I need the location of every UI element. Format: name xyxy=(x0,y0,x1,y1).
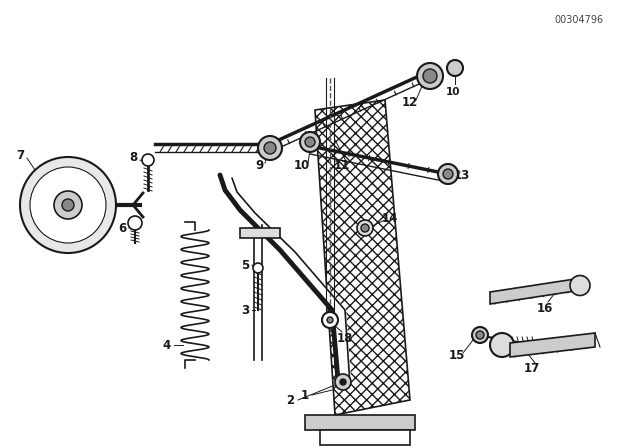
Circle shape xyxy=(142,154,154,166)
Polygon shape xyxy=(315,100,410,415)
Text: 5: 5 xyxy=(241,258,249,271)
Text: 7: 7 xyxy=(16,148,24,161)
Circle shape xyxy=(305,137,315,147)
Circle shape xyxy=(423,69,437,83)
Circle shape xyxy=(300,132,320,152)
Circle shape xyxy=(570,276,590,296)
Text: 13: 13 xyxy=(454,168,470,181)
Circle shape xyxy=(490,333,514,357)
Polygon shape xyxy=(490,279,575,304)
Text: 00304796: 00304796 xyxy=(555,15,604,25)
Circle shape xyxy=(30,167,106,243)
Circle shape xyxy=(443,169,453,179)
Polygon shape xyxy=(240,228,280,238)
Circle shape xyxy=(438,164,458,184)
Circle shape xyxy=(417,63,443,89)
Text: 9: 9 xyxy=(256,159,264,172)
Text: 8: 8 xyxy=(129,151,137,164)
Text: 15: 15 xyxy=(449,349,465,362)
Text: 12: 12 xyxy=(402,95,418,108)
Circle shape xyxy=(327,317,333,323)
Circle shape xyxy=(128,216,142,230)
Circle shape xyxy=(264,142,276,154)
Text: 6: 6 xyxy=(118,221,126,234)
Circle shape xyxy=(340,379,346,385)
Text: 3: 3 xyxy=(241,303,249,316)
Text: 14: 14 xyxy=(382,211,398,224)
Text: 16: 16 xyxy=(537,302,553,314)
Circle shape xyxy=(322,312,338,328)
Circle shape xyxy=(335,374,351,390)
Circle shape xyxy=(447,60,463,76)
Circle shape xyxy=(54,191,82,219)
Circle shape xyxy=(357,220,373,236)
Polygon shape xyxy=(510,333,595,357)
Text: 2: 2 xyxy=(286,393,294,406)
Polygon shape xyxy=(305,415,415,430)
Text: 4: 4 xyxy=(163,339,171,352)
Text: 17: 17 xyxy=(524,362,540,375)
Text: 1: 1 xyxy=(301,388,309,401)
Polygon shape xyxy=(320,430,410,445)
Text: 18: 18 xyxy=(337,332,353,345)
Circle shape xyxy=(361,224,369,232)
Circle shape xyxy=(476,331,484,339)
Circle shape xyxy=(472,327,488,343)
Circle shape xyxy=(62,199,74,211)
Circle shape xyxy=(253,263,263,273)
Circle shape xyxy=(20,157,116,253)
Circle shape xyxy=(258,136,282,160)
Text: 11: 11 xyxy=(334,159,350,172)
Text: 10: 10 xyxy=(294,159,310,172)
Text: 10: 10 xyxy=(445,87,460,97)
